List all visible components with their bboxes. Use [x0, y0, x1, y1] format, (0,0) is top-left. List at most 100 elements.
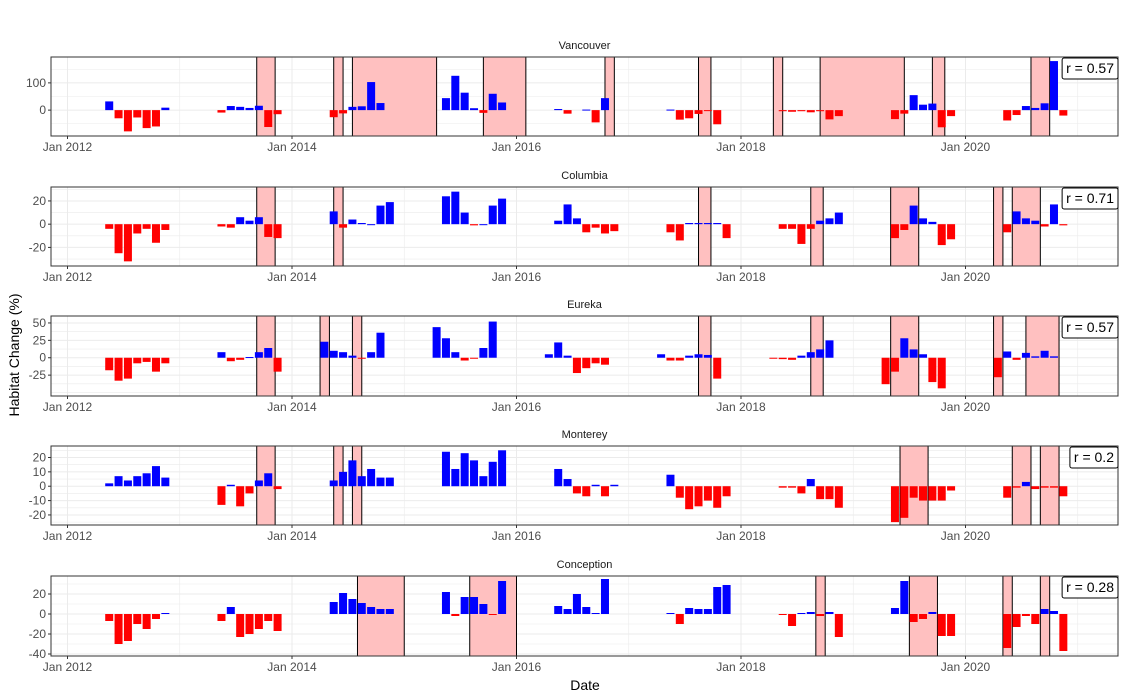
bar	[610, 224, 619, 232]
bar	[451, 352, 460, 358]
bar	[666, 109, 675, 111]
bar	[273, 110, 282, 115]
r-label-text: r = 0.71	[1066, 190, 1114, 206]
bar	[1031, 220, 1040, 225]
bar	[563, 110, 572, 114]
bar	[694, 609, 703, 614]
bar	[685, 223, 694, 225]
bar	[909, 349, 918, 358]
bar	[254, 217, 263, 225]
bar	[114, 476, 123, 487]
bar	[591, 110, 600, 123]
bar	[470, 108, 479, 111]
x-tick-label: Jan 2014	[267, 140, 317, 154]
panel-border	[50, 56, 1119, 137]
bar	[797, 110, 806, 112]
bar	[217, 224, 226, 227]
bar	[909, 614, 918, 622]
y-tick-label: 50	[33, 316, 47, 330]
bar	[236, 217, 245, 225]
x-tick-label: Jan 2016	[492, 660, 542, 674]
bar	[114, 224, 123, 254]
bar	[236, 614, 245, 637]
bar	[348, 355, 357, 358]
r-label-text: r = 0.57	[1066, 319, 1114, 335]
bar	[105, 357, 114, 371]
bar	[460, 92, 469, 111]
bar	[479, 476, 488, 487]
bar	[825, 486, 834, 500]
shaded-period	[819, 56, 905, 137]
bar	[675, 614, 684, 624]
bar	[806, 224, 815, 229]
y-tick-label: 0	[39, 351, 46, 365]
bar	[947, 486, 956, 491]
bar	[722, 224, 731, 239]
bar	[890, 608, 899, 614]
bar	[600, 486, 609, 497]
bar	[1049, 486, 1058, 488]
bar	[544, 354, 553, 358]
bar	[1012, 211, 1021, 225]
bar	[1012, 614, 1021, 627]
bar	[554, 342, 563, 358]
bar	[881, 357, 890, 385]
bar	[890, 110, 899, 120]
x-tick-label: Jan 2012	[43, 400, 93, 414]
bar	[928, 221, 937, 225]
bar	[1049, 611, 1058, 614]
panel-vancouver: Vancouver 100 0 Jan 2012 Jan 2014 Jan 2016 Jan…	[26, 40, 1119, 154]
panel-border	[50, 445, 1119, 526]
x-tick-label: Jan 2020	[941, 270, 991, 284]
bar	[572, 486, 581, 494]
bar	[441, 592, 450, 614]
bar	[554, 606, 563, 614]
bar	[114, 110, 123, 119]
bar	[666, 224, 675, 233]
bar	[947, 224, 956, 240]
x-tick-label: Jan 2020	[941, 400, 991, 414]
bar	[713, 486, 722, 508]
bar	[329, 110, 338, 118]
bar	[451, 191, 460, 225]
bar	[105, 483, 114, 487]
bar	[572, 357, 581, 374]
panel-title: Vancouver	[559, 40, 611, 52]
bar	[713, 587, 722, 614]
bar	[825, 218, 834, 225]
shaded-period	[993, 186, 1004, 267]
y-tick-label: -20	[29, 508, 47, 522]
bar	[142, 110, 151, 129]
panel-title: Conception	[557, 559, 613, 571]
shaded-period	[993, 315, 1004, 397]
bar	[329, 350, 338, 358]
bar	[919, 486, 928, 501]
bar	[498, 198, 507, 225]
bar	[1059, 110, 1068, 116]
bar	[1003, 486, 1012, 498]
bar	[367, 468, 376, 487]
bar	[264, 614, 273, 621]
bar	[890, 224, 899, 239]
bar	[769, 357, 778, 359]
bar	[1012, 357, 1021, 360]
y-tick-label: 25	[33, 333, 47, 347]
y-tick-label: 20	[33, 450, 47, 464]
bar	[367, 82, 376, 111]
x-tick-label: Jan 2018	[716, 270, 766, 284]
bar	[797, 355, 806, 358]
bar	[254, 480, 263, 487]
bar	[142, 614, 151, 629]
bar	[900, 338, 909, 358]
x-tick-label: Jan 2020	[941, 529, 991, 543]
y-tick-label: 0	[39, 217, 46, 231]
bar	[806, 110, 815, 113]
bar	[919, 104, 928, 111]
bar	[254, 614, 263, 629]
bar	[563, 355, 572, 358]
bar	[1031, 614, 1040, 624]
bar	[1003, 110, 1012, 121]
bar	[236, 357, 245, 360]
bar	[806, 352, 815, 358]
bar	[273, 486, 282, 490]
